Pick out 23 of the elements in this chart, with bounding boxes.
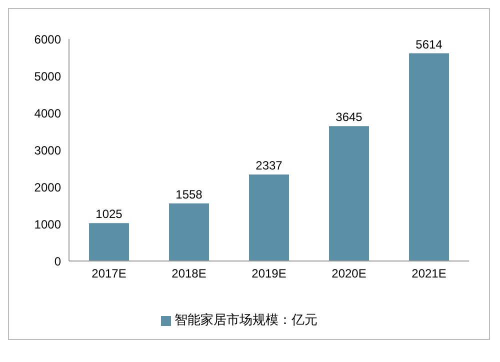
y-tick-label: 6000 [34, 32, 62, 46]
y-tick-label: 0 [54, 254, 62, 268]
data-label: 1558 [176, 187, 203, 202]
x-tick-label: 2020E [332, 266, 366, 281]
y-tick-label: 4000 [34, 106, 62, 120]
bar [89, 223, 129, 261]
legend-label: 智能家居市场规模：亿元 [174, 312, 318, 327]
bar [169, 203, 209, 261]
x-tick-label: 2017E [92, 266, 126, 281]
x-tick-label: 2019E [252, 266, 286, 281]
x-tick-label: 2018E [172, 266, 206, 281]
bar [409, 53, 449, 261]
y-tick-label: 1000 [34, 217, 62, 232]
data-label: 5614 [416, 37, 443, 52]
y-tick-label: 5000 [34, 69, 62, 84]
data-label: 3645 [336, 110, 363, 124]
bar [249, 174, 289, 261]
data-label: 1025 [96, 207, 123, 222]
x-tick-label: 2021E [412, 266, 446, 281]
data-label: 2337 [256, 158, 283, 173]
y-tick-label: 3000 [34, 143, 62, 158]
y-tick-label: 2000 [34, 180, 62, 194]
bar [329, 126, 369, 261]
